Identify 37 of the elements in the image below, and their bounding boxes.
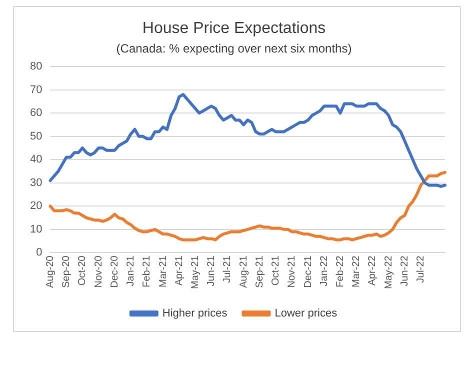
x-tick-label: Aug-20: [44, 255, 56, 288]
legend-label: Higher prices: [162, 308, 228, 320]
x-tick-label: Nov-21: [286, 255, 298, 288]
x-tick-label: Jan-22: [318, 255, 330, 286]
x-tick-label: Jul-22: [416, 255, 427, 283]
x-tick-label: Oct-20: [77, 255, 88, 286]
y-tick-label: 0: [36, 246, 42, 259]
y-tick-label: 60: [30, 107, 42, 120]
y-tick-label: 70: [30, 84, 42, 96]
x-tick-label: Aug-21: [238, 255, 250, 288]
x-tick-label: Feb-21: [142, 255, 153, 288]
x-tick-label: Jun-21: [206, 255, 218, 286]
x-tick-label: Nov-20: [93, 255, 104, 288]
x-tick-label: Sep-20: [61, 255, 72, 288]
x-tick-label: Oct-21: [270, 255, 282, 286]
x-tick-label: Mar-22: [351, 255, 362, 288]
x-tick-label: Apr-22: [367, 255, 378, 286]
x-tick-label: May-22: [383, 255, 394, 290]
x-tick-label: Sep-21: [254, 255, 266, 288]
x-tick-label: Mar-21: [158, 255, 169, 288]
y-tick-label: 40: [30, 154, 42, 166]
x-tick-label: Apr-21: [174, 255, 185, 286]
x-tick-label: Feb-22: [335, 255, 346, 288]
y-tick-label: 80: [30, 60, 42, 73]
y-tick-label: 20: [30, 200, 42, 212]
y-tick-label: 30: [30, 176, 42, 189]
y-tick-label: 10: [30, 223, 42, 236]
chart-subtitle: (Canada: % expecting over next six months): [116, 42, 352, 56]
chart-title: House Price Expectations: [142, 20, 326, 38]
x-tick-label: Dec-20: [109, 255, 120, 288]
x-tick-label: Jun-22: [399, 255, 410, 286]
y-tick-label: 50: [30, 130, 42, 142]
x-tick-label: Dec-21: [302, 255, 314, 288]
legend-label: Lower prices: [274, 308, 338, 320]
x-tick-label: Jan-21: [126, 255, 137, 286]
x-tick-label: May-21: [190, 255, 201, 290]
x-tick-label: Jul-21: [222, 255, 234, 283]
